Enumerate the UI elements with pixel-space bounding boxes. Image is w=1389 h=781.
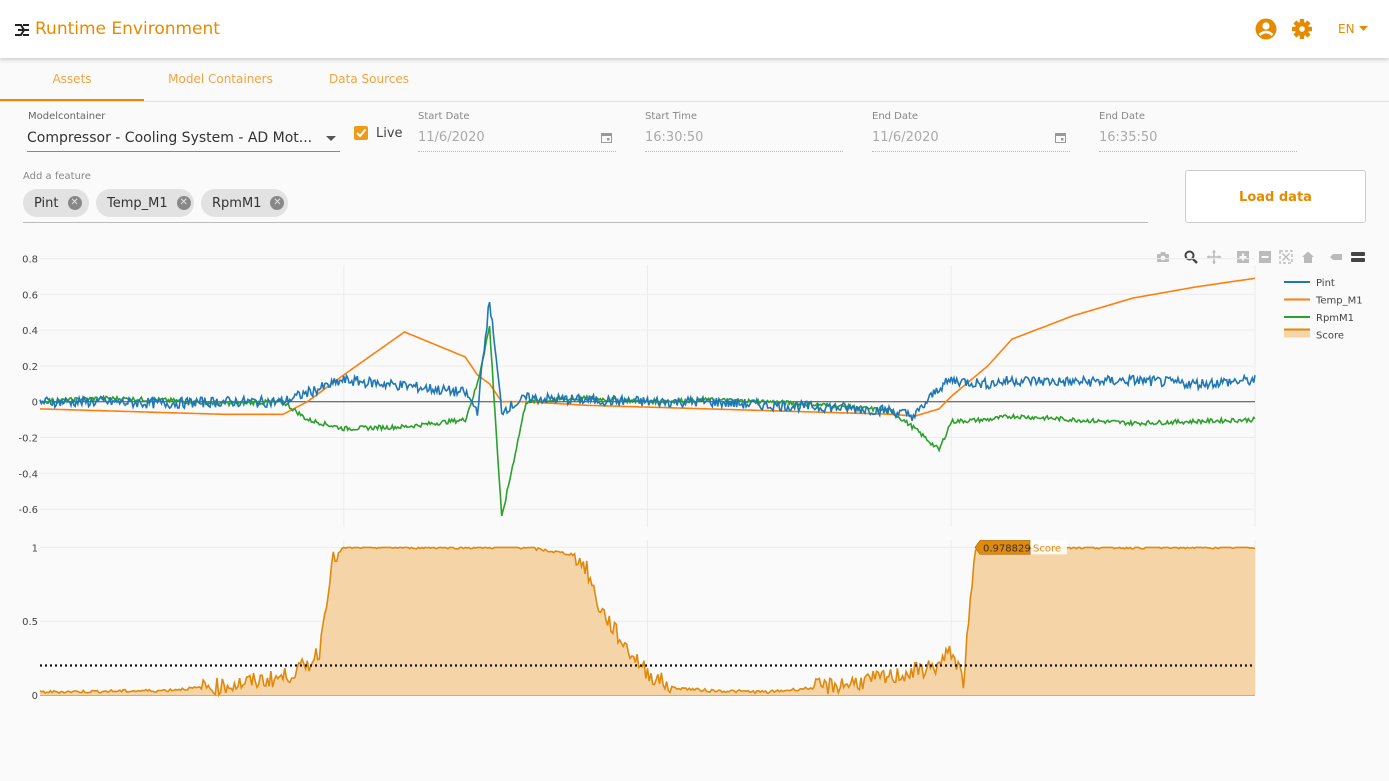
load-data-button[interactable]: Load data — [1185, 170, 1366, 223]
top-chart-series — [39, 277, 1256, 517]
hover-name-bg — [1031, 540, 1067, 555]
start-date-value: 11/6/2020 — [418, 130, 485, 145]
series-line-temp_m1 — [40, 277, 1256, 417]
score-hover-label: 0.978829 Score — [974, 540, 1067, 555]
live-label: Live — [376, 126, 403, 141]
legend-label: Score — [1316, 331, 1344, 342]
legend-label: RpmM1 — [1316, 313, 1354, 324]
score-area — [40, 547, 1255, 695]
feature-chip-input[interactable]: Pint ✕ Temp_M1 ✕ RpmM1 ✕ — [23, 189, 1148, 223]
y-tick-label: -0.6 — [18, 505, 38, 516]
time-series-plot[interactable]: 0.8 0.6 0.4 0.2 0 -0.2 -0.4 -0.6 1 0.5 0 Pint Temp… — [0, 255, 1389, 700]
y-tick-label: 0.6 — [22, 290, 38, 301]
start-date-field[interactable]: 11/6/2020 — [418, 128, 616, 152]
zoom-icon[interactable] — [1184, 250, 1198, 264]
tab-bar: Assets Model Containers Data Sources — [0, 58, 1389, 102]
compare-hover-icon[interactable] — [1351, 250, 1365, 264]
y-tick-label: 0 — [32, 398, 38, 409]
end-date-value: 11/6/2020 — [872, 130, 939, 145]
end-time-field[interactable]: 16:35:50 — [1099, 128, 1297, 152]
tab-data-sources[interactable]: Data Sources — [329, 72, 409, 86]
y-tick-label: 0.4 — [22, 326, 38, 337]
modelcontainer-label: Modelcontainer — [28, 111, 106, 122]
feature-chip[interactable]: Temp_M1 ✕ — [96, 189, 194, 217]
y-tick-label: 0.2 — [22, 362, 38, 373]
tab-model-containers[interactable]: Model Containers — [168, 72, 273, 86]
feature-chip[interactable]: Pint ✕ — [23, 189, 89, 217]
hover-value: 0.978829 — [983, 543, 1031, 554]
active-tab-indicator — [0, 99, 144, 101]
settings-gear-icon[interactable] — [1291, 18, 1313, 40]
live-checkbox[interactable] — [354, 126, 368, 140]
camera-icon[interactable] — [1156, 250, 1170, 264]
add-feature-label: Add a feature — [23, 171, 91, 182]
modelcontainer-value: Compressor - Cooling System - AD Mot... — [27, 130, 313, 146]
feature-chip-label: Temp_M1 — [107, 195, 168, 211]
legend: Pint Temp_M1 RpmM1 Score — [1284, 278, 1363, 342]
legend-swatch — [1284, 329, 1310, 338]
dropdown-arrow-icon — [326, 136, 336, 141]
remove-chip-icon[interactable]: ✕ — [67, 196, 82, 210]
autoscale-icon[interactable] — [1279, 250, 1293, 264]
zoom-in-icon[interactable] — [1236, 250, 1250, 264]
start-time-value: 16:30:50 — [645, 130, 704, 145]
end-date-field[interactable]: 11/6/2020 — [872, 128, 1070, 152]
language-label: EN — [1338, 22, 1355, 36]
y-tick-label: 1 — [32, 543, 38, 554]
start-date-label: Start Date — [418, 111, 470, 122]
language-selector[interactable]: EN — [1338, 22, 1368, 36]
spike-lines-icon[interactable] — [1329, 250, 1343, 264]
remove-chip-icon[interactable]: ✕ — [176, 196, 191, 210]
tab-assets[interactable]: Assets — [52, 72, 92, 86]
legend-label: Temp_M1 — [1315, 296, 1363, 307]
calendar-icon[interactable] — [1055, 132, 1066, 143]
chevron-down-icon — [1358, 26, 1368, 31]
app-title: Runtime Environment — [35, 19, 220, 39]
start-time-field[interactable]: 16:30:50 — [645, 128, 843, 152]
home-icon[interactable] — [1301, 250, 1315, 264]
legend-label: Pint — [1316, 278, 1335, 289]
modelcontainer-select[interactable]: Compressor - Cooling System - AD Mot... — [27, 128, 340, 152]
end-time-value: 16:35:50 — [1099, 130, 1158, 145]
calendar-icon[interactable] — [601, 132, 612, 143]
remove-chip-icon[interactable]: ✕ — [270, 196, 285, 210]
top-app-bar: Runtime Environment EN — [0, 0, 1389, 58]
account-icon[interactable] — [1255, 18, 1277, 40]
end-date-label: End Date — [872, 111, 919, 122]
y-tick-label: 0.5 — [22, 617, 38, 628]
top-chart-grid: 0.8 0.6 0.4 0.2 0 -0.2 -0.4 -0.6 — [18, 255, 1256, 527]
end-time-label: End Date — [1099, 111, 1146, 122]
y-tick-label: -0.2 — [18, 434, 38, 445]
y-tick-label: 0.8 — [22, 255, 38, 266]
feature-chip[interactable]: RpmM1 ✕ — [201, 189, 288, 217]
series-line-pint — [39, 301, 1256, 421]
start-time-label: Start Time — [645, 111, 698, 122]
logo-icon — [15, 24, 29, 36]
y-tick-label: 0 — [32, 691, 38, 700]
hover-name: Score — [1033, 543, 1061, 554]
feature-chip-label: RpmM1 — [212, 195, 262, 211]
y-tick-label: -0.4 — [18, 469, 38, 480]
zoom-out-icon[interactable] — [1258, 250, 1272, 264]
hover-box — [974, 540, 1031, 555]
pan-icon[interactable] — [1207, 250, 1221, 264]
feature-chip-label: Pint — [34, 195, 59, 211]
